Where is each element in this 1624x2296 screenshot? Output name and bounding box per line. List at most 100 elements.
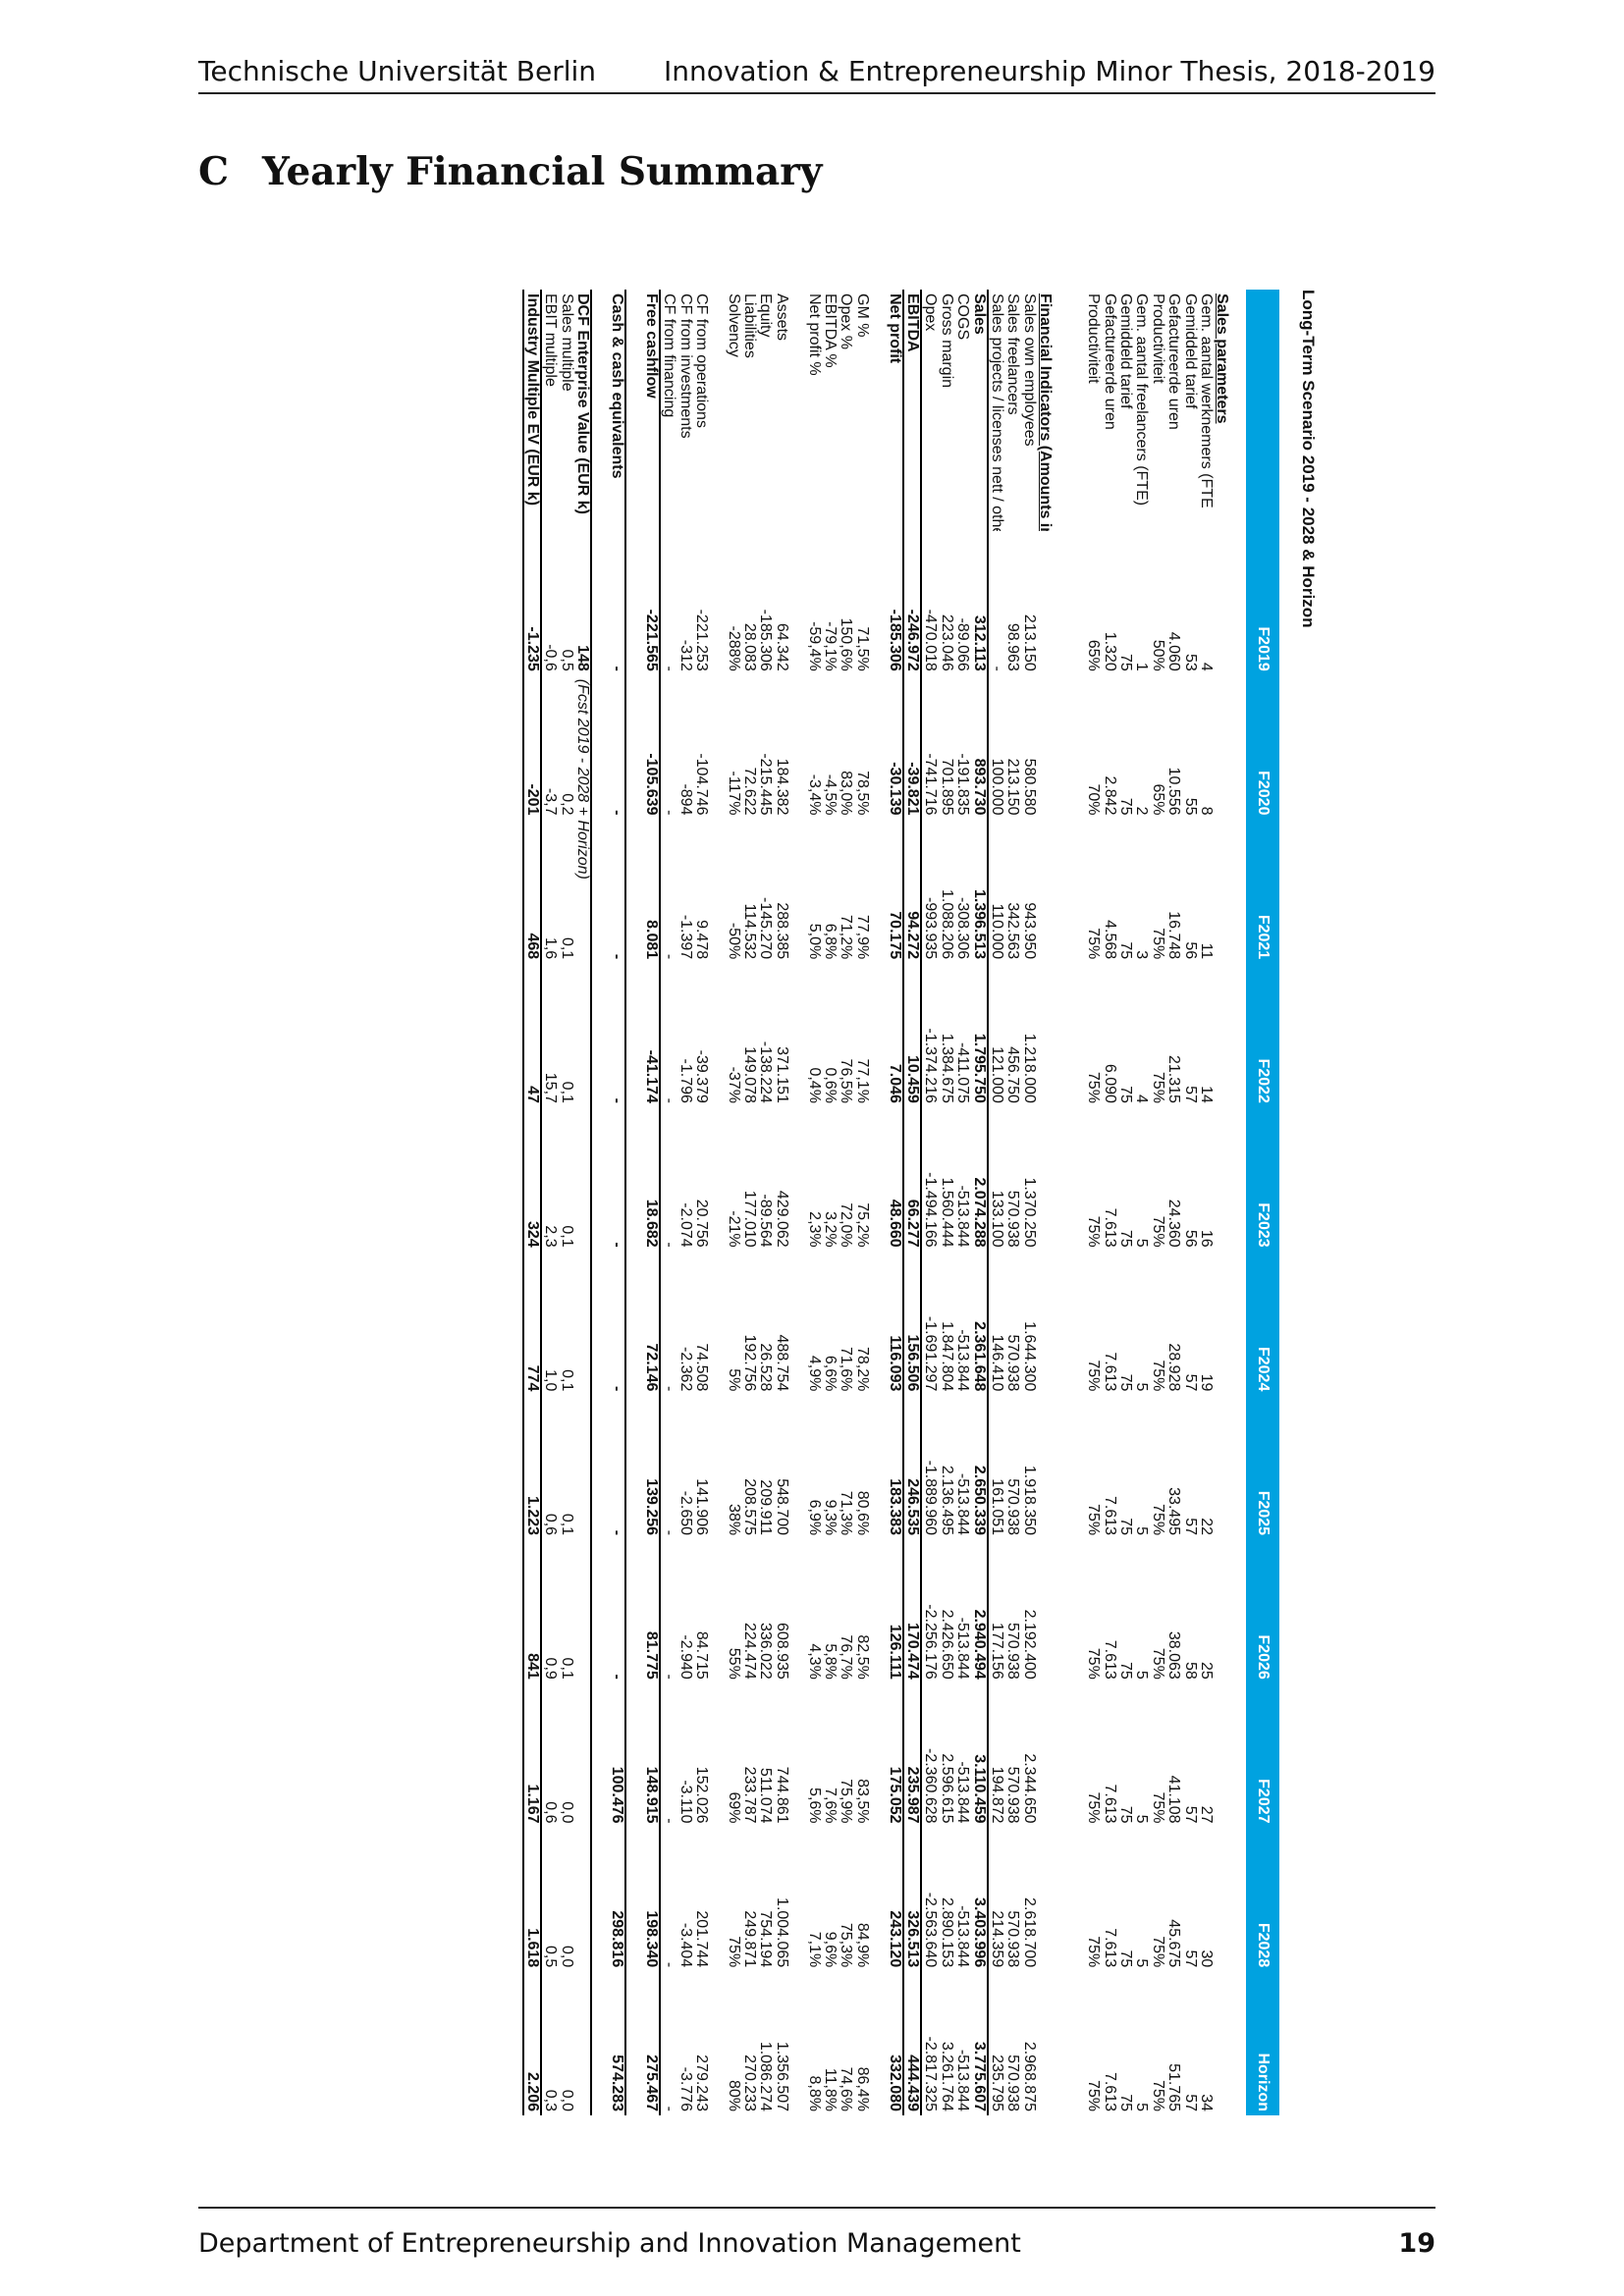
table-cell: 75 [1117,2094,1134,2111]
table-cell: -2.817.325 [922,2036,939,2111]
table-cell: 81.775 [642,1539,660,1683]
table-cell: 82,5% [853,1634,871,1680]
table-cell: 75 [1117,1949,1134,1968]
table-cell: 100.000 [988,758,1005,816]
table-cell: 75% [1085,1647,1102,1680]
table-cell: -39.821 [902,674,922,820]
row-label: Opex [922,294,939,332]
table-cell: 75% [1149,1071,1166,1103]
table-cell: 468 [522,819,542,964]
table-cell: 126.111 [886,1539,903,1683]
table-cell: - [608,1251,626,1396]
row-label: Gross margin [938,294,954,389]
table-cell: 183.383 [886,1395,903,1540]
table-cell: -513.844 [954,1185,971,1248]
table-cell: -993.935 [922,897,939,960]
table-cell: -1.397 [677,914,693,960]
row-label: CF from financing [661,294,677,418]
table-cell: -513.844 [954,1905,971,1968]
table-cell: 75 [1117,1086,1134,1103]
row-label: COGS [954,294,971,341]
table-row: Net profit % -59,4% -3,4% 5,0% 0,4% 2,3% 4,9% 6… [805,290,822,2115]
table-title: Long-Term Scenario 2019 - 2028 & Horizon [1299,290,1318,628]
table-cell: 48.660 [886,1106,903,1252]
table-cell: 75% [1149,2079,1166,2111]
table-cell: 38% [725,1504,741,1536]
table-cell: 4.568 [1101,920,1117,960]
table-cell: 893.730 [970,674,988,820]
table-cell: 5 [1133,1382,1150,1392]
table-cell: - [661,666,677,671]
table-cell: -221.253 [692,609,710,671]
table-cell: 75% [725,1936,741,1968]
section-title: Yearly Financial Summary [262,149,823,194]
row-label: Gefactureerde uren [1101,294,1117,430]
table-cell: -1.494.166 [922,1172,939,1248]
table-cell: 30 [1198,1949,1215,1968]
table-row: Sales freelancers 98.963 213.150 342.563 456… [1004,290,1020,2115]
table-cell: 50% [1149,639,1166,671]
column-header: F2025 [1246,1395,1279,1540]
table-cell: 75% [1149,1936,1166,1968]
table-cell: 55 [1181,797,1198,816]
table-cell: 209.911 [757,1479,774,1536]
table-cell: - [608,963,626,1107]
table-cell: 701.895 [938,758,954,816]
table-cell: 19 [1198,1373,1215,1392]
table-cell: 1.396.513 [970,819,988,964]
table-cell: -2.360.628 [922,1748,939,1824]
table-cell: 1,6 [542,936,559,960]
table-cell: 121.000 [988,1046,1005,1103]
table-cell: 7,1% [805,1931,822,1968]
table-row: CF from financing - - - - - - - - - - - [660,290,677,2115]
row-label: Productiviteit [1149,294,1166,384]
table-cell: 0,0 [558,1801,574,1824]
table-cell: 57 [1181,1805,1198,1824]
table-cell: 170.474 [902,1539,922,1683]
table-cell: -3,7 [542,787,559,816]
table-cell: 0,1 [558,1369,574,1392]
table-cell: 0,1 [558,1657,574,1680]
table-cell: 75% [1085,1504,1102,1536]
table-cell: - [661,1961,677,1968]
row-label: Sales projects / licenses nett / other [988,294,1005,532]
table-cell: -201 [522,674,542,820]
table-cell: -104.746 [692,753,710,816]
rotated-financial-table: Long-Term Scenario 2019 - 2028 & Horizon… [296,290,1318,2115]
table-cell: 57 [1181,1949,1198,1968]
table-cell: 75% [1085,1360,1102,1392]
table-cell: 78,2% [853,1346,871,1392]
table-cell: 2.192.400 [1020,1609,1037,1680]
table-cell: 141.906 [692,1478,710,1536]
table-cell: 72.622 [741,767,758,816]
table-cell: 0,9 [542,1657,559,1680]
table-cell: 1.088.206 [938,889,954,960]
table-cell: 71,5% [853,626,871,671]
table-cell: 21.315 [1165,1054,1182,1103]
spacer-row [625,290,642,2115]
spacer-row [709,290,725,2115]
table-row: Gefactureerde uren 4.060 10.556 16.748 21.31… [1165,290,1181,2115]
table-cell: 78,5% [853,771,871,816]
table-cell: -3.404 [677,1922,693,1968]
table-cell: 5% [725,1368,741,1392]
table-row: Productiviteit 50% 65% 75% 75% 75% 75% 75% 75% 75… [1150,290,1165,2115]
table-cell: 2.618.700 [1020,1897,1037,1968]
table-cell: 5 [1133,1958,1150,1968]
table-cell: 0,1 [558,1513,574,1536]
column-header: Horizon [1246,1971,1279,2115]
table-cell: 0,1 [558,1081,574,1103]
table-cell: 57 [1181,1373,1198,1392]
table-cell: 312.113 [970,531,988,675]
table-row: CF from operations -221.253 -104.746 9.478 -… [693,290,709,2115]
table-cell: 76,7% [838,1634,854,1680]
table-cell: 270.233 [741,2055,758,2111]
table-cell: 24.360 [1165,1199,1182,1248]
table-cell: -37% [725,1066,741,1103]
table-cell: 1.086.274 [757,2041,774,2111]
table-cell: -312 [677,639,693,671]
table-cell: 1.320 [1101,631,1117,671]
table-row: Cash & cash equivalents - - - - - - - -100.476 29… [608,290,626,2115]
row-label: GM % [853,294,871,338]
table-cell: -1.691.297 [922,1315,939,1392]
